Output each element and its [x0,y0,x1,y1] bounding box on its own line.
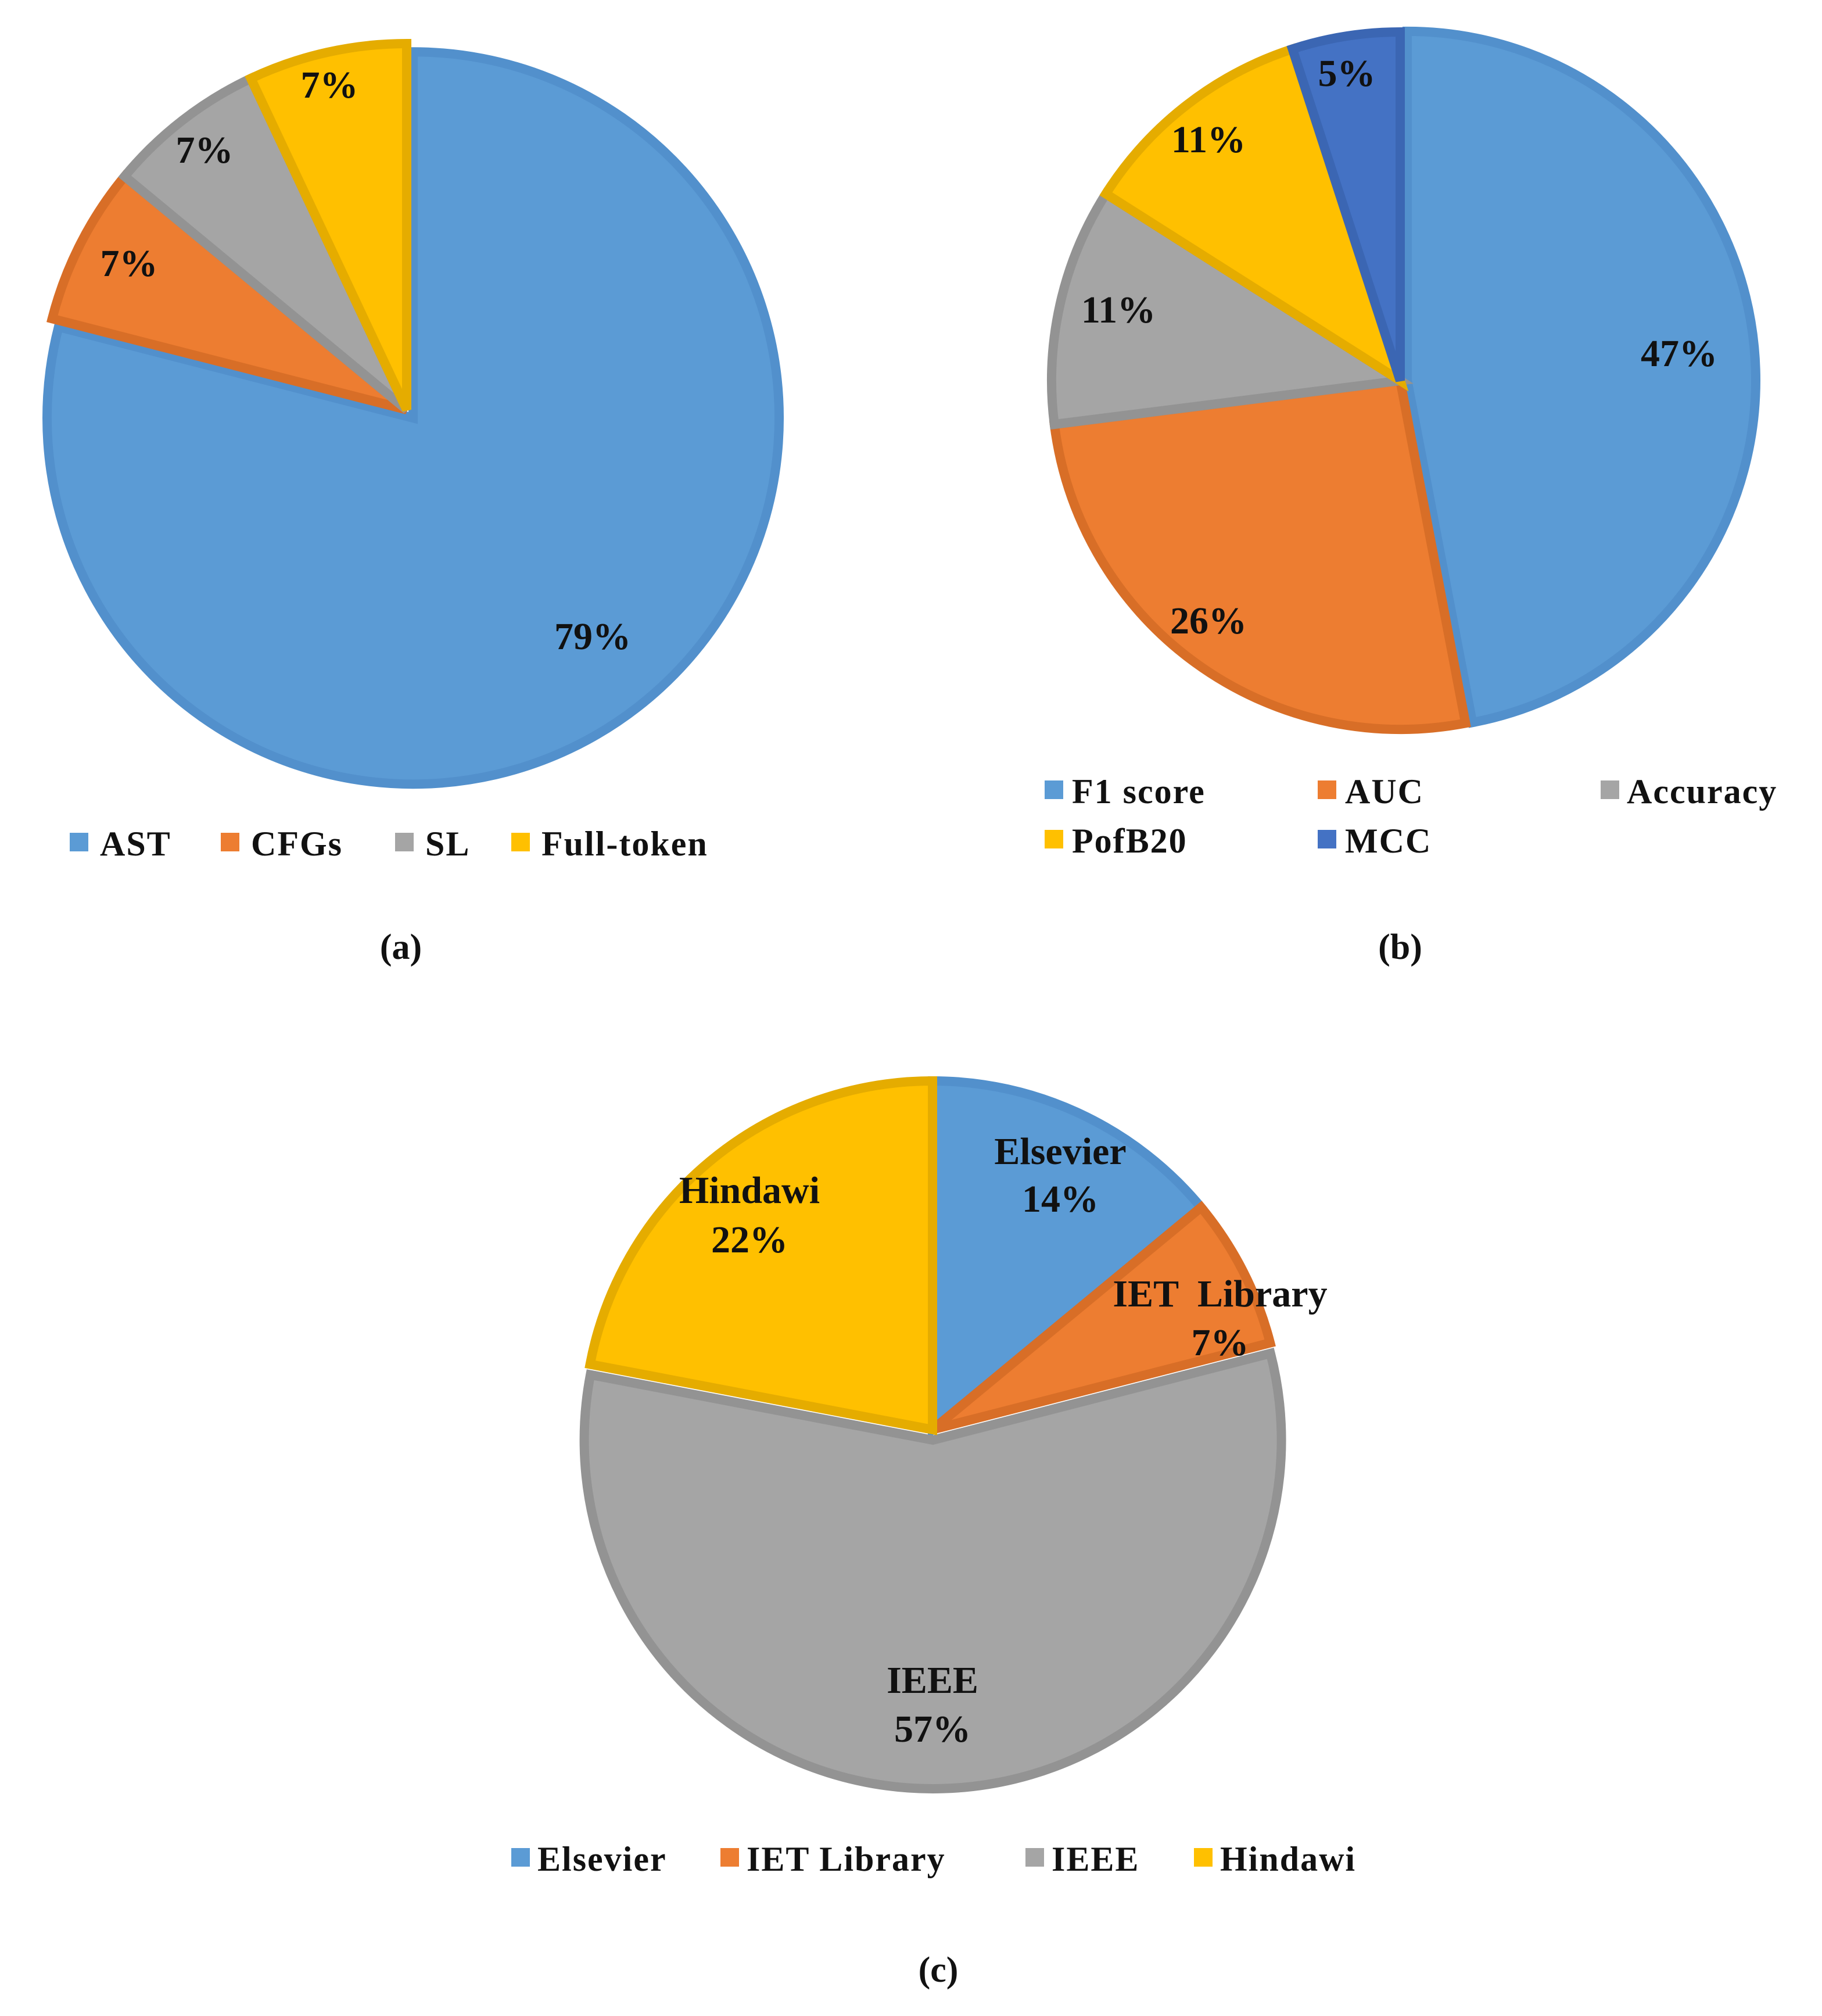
legend-item-ast: AST [70,825,171,863]
legend-label-ast: AST [100,825,171,863]
pie-slices-c [579,1076,1286,1793]
pie-slice-a-ast [42,47,784,789]
slice-labels-a: 79% 7% 7% 7% [101,64,632,658]
slice-labels-b: 47% 26% 11% 11% 5% [1081,52,1717,642]
pie-slice-a-cfgs [46,170,410,414]
legend-swatch-full-token [511,833,530,851]
pie-slice-b-mcc [1286,27,1405,382]
chart-c: Elsevier 14% IET Library 7% IEEE 57% Hin… [511,1076,1356,1990]
legend-label-full-token: Full-token [541,825,708,863]
slice-name-ieee: IEEE [887,1659,978,1702]
slice-label-cfgs: 7% [101,242,158,285]
legend-item-pofb20: PofB20 [1045,822,1188,860]
slice-labels-c: Elsevier 14% IET Library 7% IEEE 57% Hin… [679,1130,1328,1750]
legend-item-sl: SL [395,825,470,863]
pie-slice-b-f1-score [1402,26,1760,728]
legend-label-sl: SL [425,825,470,863]
slice-label-pofb20: 11% [1171,119,1246,161]
legend-label-auc: AUC [1345,772,1424,811]
pie-slice-a-sl [118,72,411,414]
pie-slice-b-accuracy [1047,187,1414,430]
legend-label-elsevier: Elsevier [537,1840,667,1878]
caption-a: (a) [380,928,422,967]
slice-label-f1-score: 47% [1641,332,1717,375]
legend-item-auc: AUC [1318,772,1424,811]
legend-item-accuracy: Accuracy [1601,772,1777,811]
legend-label-iet-library: IET Library [747,1840,946,1878]
legend-item-mcc: MCC [1318,822,1432,860]
legend-swatch-elsevier [511,1848,530,1867]
slice-label-iet-library: 7% [1192,1322,1249,1364]
legend-label-hindawi: Hindawi [1220,1840,1356,1878]
legend-swatch-ast [70,833,88,851]
legend-label-ieee: IEEE [1052,1840,1139,1878]
pie-slice-c-elsevier [928,1076,1208,1440]
legend-item-elsevier: Elsevier [511,1840,667,1878]
caption-b: (b) [1378,928,1422,967]
slice-label-hindawi: 22% [711,1219,788,1261]
legend-a: AST CFGs SL Full-token [70,825,708,863]
legend-swatch-accuracy [1601,780,1619,799]
slice-name-elsevier: Elsevier [994,1130,1126,1173]
pie-slice-a-full-token [245,38,411,412]
legend-swatch-mcc [1318,830,1336,848]
legend-item-f1-score: F1 score [1045,772,1206,811]
legend-b: F1 score AUC Accuracy PofB20 MCC [1045,772,1777,860]
legend-item-ieee: IEEE [1025,1840,1139,1878]
pie-slice-c-ieee [579,1348,1286,1793]
legend-label-cfgs: CFGs [251,825,343,863]
legend-label-accuracy: Accuracy [1627,772,1777,811]
caption-c: (c) [919,1950,959,1990]
slice-label-full-token: 7% [301,64,358,106]
slice-label-accuracy: 11% [1081,289,1156,331]
legend-swatch-f1-score [1045,780,1063,799]
legend-c: Elsevier IET Library IEEE Hindawi [511,1840,1356,1878]
pie-slice-b-pofb20 [1099,43,1409,392]
legend-label-pofb20: PofB20 [1072,822,1188,860]
legend-label-mcc: MCC [1345,822,1432,860]
pie-slice-c-iet-library [929,1201,1276,1434]
legend-item-cfgs: CFGs [221,825,343,863]
pie-slice-b-auc [1049,375,1471,734]
pie-slices-b [1047,26,1760,734]
slice-name-hindawi: Hindawi [679,1169,820,1212]
slice-label-ieee: 57% [894,1708,971,1750]
chart-b: 47% 26% 11% 11% 5% F1 score AUC Accuracy… [1045,26,1777,967]
legend-item-iet-library: IET Library [720,1840,946,1878]
legend-swatch-auc [1318,780,1336,799]
slice-name-iet-library: IET Library [1113,1273,1327,1315]
legend-swatch-cfgs [221,833,239,851]
legend-swatch-ieee [1025,1848,1044,1867]
chart-a: 79% 7% 7% 7% AST CFGs SL Full-token (a) [42,38,784,967]
legend-item-hindawi: Hindawi [1194,1840,1356,1878]
slice-label-mcc: 5% [1318,52,1376,95]
slice-label-sl: 7% [176,129,234,171]
pie-slice-c-hindawi [584,1076,937,1435]
legend-swatch-sl [395,833,414,851]
slice-label-elsevier: 14% [1022,1178,1099,1220]
legend-item-full-token: Full-token [511,825,708,863]
pie-slices-a [42,38,784,789]
legend-swatch-iet-library [720,1848,739,1867]
legend-swatch-hindawi [1194,1848,1213,1867]
legend-label-f1-score: F1 score [1072,772,1206,811]
slice-label-auc: 26% [1170,600,1247,642]
legend-swatch-pofb20 [1045,830,1063,848]
slice-label-ast: 79% [554,615,631,658]
